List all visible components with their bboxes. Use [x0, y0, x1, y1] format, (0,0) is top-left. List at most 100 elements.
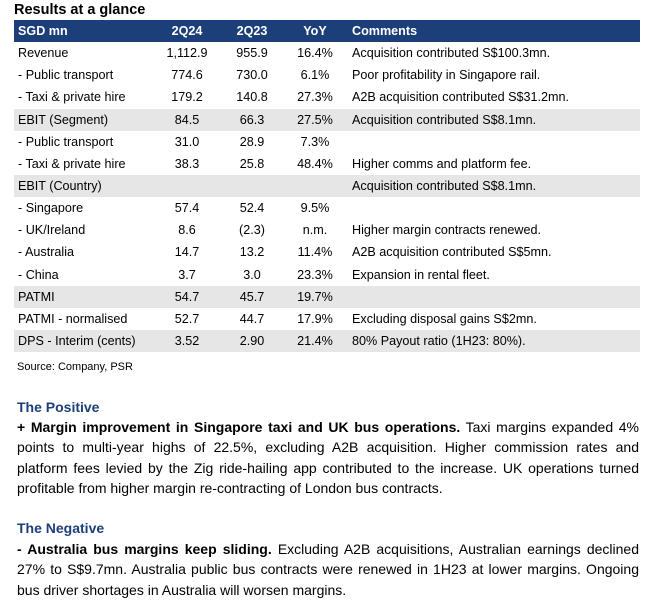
cell-yoy: 23.3% — [297, 267, 333, 282]
row-label: EBIT (Country) — [14, 174, 156, 198]
cell-2q24: 57.4 — [174, 201, 200, 216]
positive-paragraph: + Margin improvement in Singapore taxi a… — [17, 417, 639, 498]
positive-lead: + Margin improvement in Singapore taxi a… — [17, 419, 461, 435]
cell-2q23: 2.90 — [218, 329, 286, 353]
cell-yoy: n.m. — [302, 223, 328, 238]
table-row: DPS - Interim (cents) 3.52 2.90 21.4% 80% Pa… — [14, 329, 640, 353]
cell-comment: Poor profitability in Singapore rail. — [352, 68, 541, 83]
cell-2q24 — [156, 174, 218, 198]
cell-2q24: 54.7 — [156, 285, 218, 308]
table-row: - Public transport 31.0 28.9 7.3% — [14, 131, 640, 153]
table-row: PATMI - normalised 52.7 44.7 17.9% Excluding… — [14, 308, 640, 330]
cell-2q23: 66.3 — [218, 108, 286, 131]
row-label: - Taxi & private hire — [18, 156, 126, 171]
row-label: PATMI - normalised — [18, 311, 128, 326]
cell-comment: Higher comms and platform fee. — [352, 156, 532, 171]
positive-heading: The Positive — [17, 399, 100, 415]
positive-body: Taxi margins expanded 4% points to multi… — [17, 419, 639, 496]
cell-2q23: 730.0 — [236, 68, 268, 83]
cell-2q23: 13.2 — [239, 245, 265, 260]
cell-yoy — [286, 174, 344, 198]
table-row: Revenue 1,112.9 955.9 16.4% Acquisition cont… — [14, 42, 640, 64]
cell-comment: 80% Payout ratio (1H23: 80%). — [344, 329, 640, 353]
cell-yoy: 17.9% — [297, 311, 333, 326]
results-table: SGD mn 2Q24 2Q23 YoY Comments Revenue 1,1… — [14, 20, 640, 353]
cell-2q24: 774.6 — [171, 68, 203, 83]
cell-2q23: 52.4 — [239, 201, 265, 216]
negative-lead: - Australia bus margins keep sliding. — [17, 541, 272, 557]
column-header-2q24: 2Q24 — [156, 20, 218, 43]
page-title: Results at a glance — [14, 2, 146, 18]
column-header-yoy: YoY — [286, 20, 344, 43]
negative-paragraph: - Australia bus margins keep sliding. Ex… — [17, 539, 639, 600]
column-header-2q23: 2Q23 — [218, 20, 286, 43]
row-label: - China — [18, 267, 59, 282]
table-row: - Australia 14.7 13.2 11.4% A2B acquisition … — [14, 241, 640, 263]
cell-2q23 — [218, 174, 286, 198]
negative-body: Excluding A2B acquisitions, Australian e… — [17, 541, 640, 598]
cell-yoy: 27.3% — [297, 90, 333, 105]
cell-yoy: 6.1% — [300, 68, 330, 83]
cell-yoy: 19.7% — [286, 285, 344, 308]
cell-2q24: 8.6 — [178, 223, 196, 238]
table-row: - Public transport 774.6 730.0 6.1% Poor pro… — [14, 64, 640, 86]
cell-comment: Higher margin contracts renewed. — [352, 223, 541, 238]
table-row: - Singapore 57.4 52.4 9.5% — [14, 197, 640, 219]
source-note: Source: Company, PSR — [17, 361, 133, 373]
cell-yoy: 21.4% — [286, 329, 344, 353]
cell-yoy: 27.5% — [286, 108, 344, 131]
cell-2q23: 28.9 — [239, 134, 265, 149]
row-label: EBIT (Segment) — [14, 108, 156, 131]
cell-2q23: 25.8 — [239, 156, 265, 171]
row-label: - Public transport — [18, 68, 114, 83]
cell-yoy: 9.5% — [300, 201, 330, 216]
cell-comment — [344, 131, 640, 153]
cell-2q24: 52.7 — [174, 311, 200, 326]
table-header-row: SGD mn 2Q24 2Q23 YoY Comments — [14, 20, 640, 43]
cell-2q23: 45.7 — [218, 285, 286, 308]
cell-2q23: 955.9 — [236, 46, 268, 61]
row-label: Revenue — [18, 46, 69, 61]
row-label: - UK/Ireland — [18, 223, 86, 238]
table-row: - Taxi & private hire 179.2 140.8 27.3% A2B … — [14, 86, 640, 108]
row-label: - Singapore — [18, 201, 84, 216]
cell-comment: A2B acquisition contributed S$5mn. — [352, 245, 552, 260]
table-row: - China 3.7 3.0 23.3% Expansion in rental fl… — [14, 264, 640, 286]
cell-2q23: 3.0 — [243, 267, 261, 282]
cell-2q23: (2.3) — [239, 223, 265, 238]
cell-2q24: 84.5 — [156, 108, 218, 131]
column-header-comments: Comments — [344, 20, 640, 43]
cell-comment: A2B acquisition contributed S$31.2mn. — [352, 90, 570, 105]
row-label: PATMI — [14, 285, 156, 308]
cell-2q23: 140.8 — [236, 90, 268, 105]
cell-comment: Acquisition contributed S$8.1mn. — [344, 174, 640, 198]
cell-comment — [344, 197, 640, 219]
cell-comment: Acquisition contributed S$8.1mn. — [344, 108, 640, 131]
cell-2q24: 179.2 — [171, 90, 203, 105]
cell-comment: Excluding disposal gains S$2mn. — [352, 311, 537, 326]
row-label: DPS - Interim (cents) — [14, 329, 156, 353]
negative-heading: The Negative — [17, 520, 105, 536]
table-row: EBIT (Segment) 84.5 66.3 27.5% Acquisition c… — [14, 108, 640, 131]
row-label: - Taxi & private hire — [18, 90, 126, 105]
cell-yoy: 48.4% — [297, 156, 333, 171]
column-header-metric: SGD mn — [14, 20, 156, 43]
cell-yoy: 11.4% — [297, 245, 333, 260]
cell-yoy: 16.4% — [297, 46, 333, 61]
table-row: PATMI 54.7 45.7 19.7% — [14, 285, 640, 308]
cell-2q24: 14.7 — [174, 245, 200, 260]
cell-comment — [344, 285, 640, 308]
table-row: - Taxi & private hire 38.3 25.8 48.4% Higher… — [14, 153, 640, 175]
cell-comment: Acquisition contributed S$100.3mn. — [352, 46, 551, 61]
row-label: - Australia — [18, 245, 74, 260]
cell-yoy: 7.3% — [300, 134, 330, 149]
cell-2q24: 1,112.9 — [166, 46, 208, 61]
cell-2q24: 38.3 — [174, 156, 200, 171]
row-label: - Public transport — [18, 134, 114, 149]
cell-comment: Expansion in rental fleet. — [352, 267, 490, 282]
cell-2q23: 44.7 — [239, 311, 265, 326]
table-row: EBIT (Country) Acquisition contributed S$… — [14, 174, 640, 198]
table-body: Revenue 1,112.9 955.9 16.4% Acquisition cont… — [14, 42, 640, 353]
cell-2q24: 31.0 — [174, 134, 200, 149]
table-row: - UK/Ireland 8.6 (2.3) n.m. Higher margin co… — [14, 219, 640, 241]
